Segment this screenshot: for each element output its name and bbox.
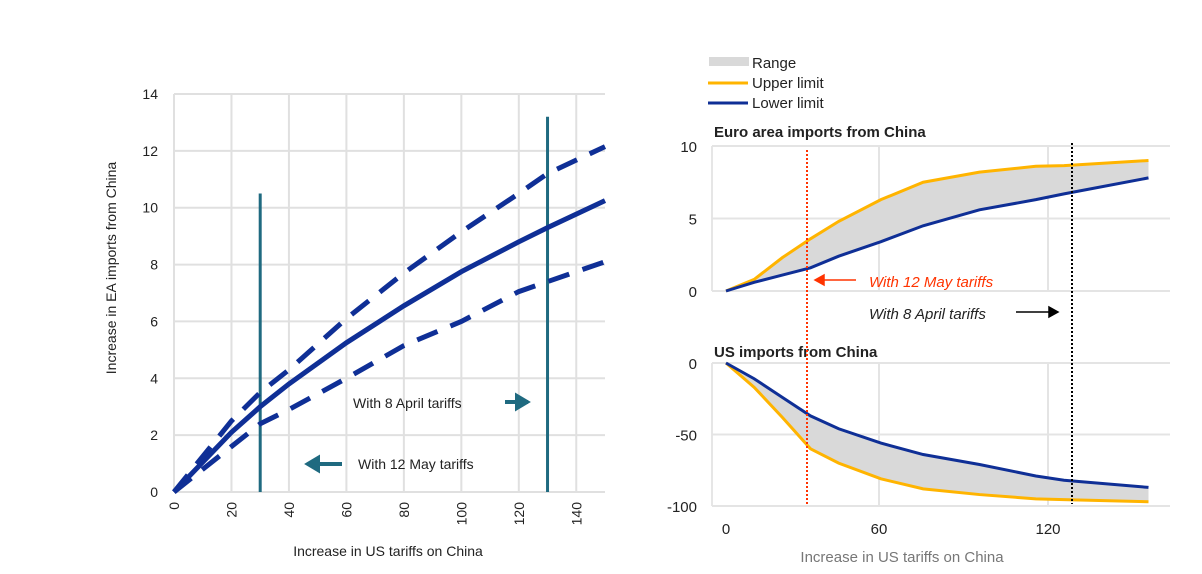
y-tick-label: 8 — [150, 257, 158, 273]
legend-swatch-range — [709, 57, 749, 66]
x-axis-label: Increase in US tariffs on China — [293, 543, 483, 559]
annotation-may: With 12 May tariffs — [869, 274, 994, 291]
panel-title: Euro area imports from China — [714, 124, 926, 141]
x-tick-label: 120 — [1035, 521, 1060, 538]
y-tick-label: 0 — [689, 284, 697, 301]
lower-limit-line — [725, 176, 1149, 293]
lower-dashed-line — [172, 259, 606, 494]
panel-title: US imports from China — [714, 344, 878, 361]
y-tick-label: 10 — [142, 200, 158, 216]
x-tick-label: 60 — [871, 521, 888, 538]
y-tick-label: 0 — [150, 484, 158, 500]
annotation-april: With 8 April tariffs — [869, 306, 986, 323]
x-tick-label: 120 — [511, 502, 527, 526]
y-tick-label: -50 — [675, 428, 697, 445]
x-tick-label: 0 — [166, 502, 182, 510]
x-tick-label: 140 — [568, 502, 584, 526]
x-axis-label: Increase in US tariffs on China — [800, 549, 1004, 566]
legend-label: Lower limit — [752, 95, 825, 112]
arrow-right-icon — [1016, 305, 1060, 319]
x-tick-label: 80 — [396, 502, 412, 518]
annotation-may: With 12 May tariffs — [358, 456, 474, 472]
y-tick-label: 14 — [142, 86, 158, 102]
y-tick-label: 5 — [689, 212, 697, 229]
x-tick-label: 0 — [722, 521, 730, 538]
range-area — [726, 363, 1149, 502]
central-line — [172, 198, 607, 494]
annotation-april: With 8 April tariffs — [353, 395, 462, 411]
y-tick-label: 2 — [150, 427, 158, 443]
y-tick-label: 6 — [150, 313, 158, 329]
upper-limit-line — [725, 159, 1149, 293]
x-tick-label: 100 — [453, 502, 469, 526]
y-tick-label: -100 — [667, 499, 697, 516]
y-axis-label: Increase in EA imports from China — [103, 162, 119, 375]
upper-limit-line — [725, 361, 1149, 504]
arrow-left-icon — [813, 273, 856, 287]
lower-limit-line — [725, 361, 1149, 489]
y-tick-label: 4 — [150, 370, 158, 386]
arrow-right-icon — [505, 392, 531, 412]
y-tick-label: 10 — [680, 139, 697, 156]
y-tick-label: 0 — [689, 356, 697, 373]
arrow-left-icon — [304, 454, 342, 474]
legend-label: Upper limit — [752, 75, 825, 92]
x-tick-label: 40 — [281, 502, 297, 518]
upper-dashed-line — [172, 144, 607, 494]
legend-label: Range — [752, 55, 796, 72]
x-tick-label: 60 — [338, 502, 354, 518]
x-tick-label: 20 — [223, 502, 239, 518]
y-tick-label: 12 — [142, 143, 158, 159]
